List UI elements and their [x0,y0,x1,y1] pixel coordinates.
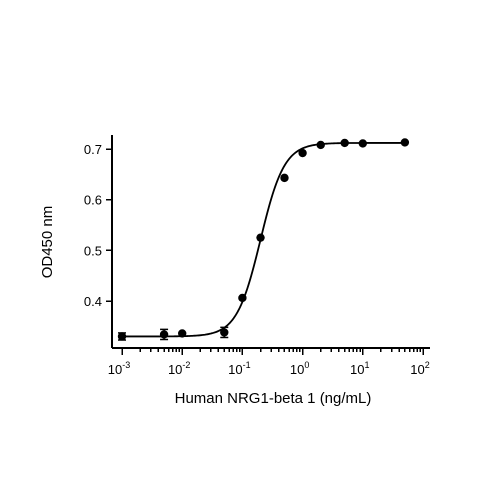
y-tick-label: 0.7 [84,142,102,157]
x-tick-label: 102 [410,360,429,377]
data-point [159,330,169,339]
data-point [256,233,265,242]
y-tick-label: 0.5 [84,243,102,258]
y-axis-title: OD450 nm [39,206,56,279]
x-tick-label: 100 [290,360,309,377]
data-point [178,329,187,338]
data-point [298,148,307,158]
data-point [220,328,229,337]
x-tick-label: 10-3 [108,360,130,377]
data-point [358,139,367,148]
fit-curve [122,142,405,338]
data-point [400,138,410,147]
axes [111,135,430,349]
y-tick-label: 0.6 [84,193,102,208]
data-point [117,332,127,341]
x-tick-label: 10-1 [228,360,250,377]
data-point [280,173,289,183]
data-point [340,138,349,148]
data-point [238,293,247,303]
x-tick-label: 101 [350,360,369,377]
x-axis-title: Human NRG1-beta 1 (ng/mL) [175,390,372,407]
ticks: 0.4 0.5 0.6 0.7 10-3 10-2 10-1 100 101 102 [84,142,430,377]
y-tick-label: 0.4 [84,294,102,309]
data-points [117,138,410,341]
fit-curve-group [122,142,405,338]
data-point [316,140,325,150]
x-tick-label: 10-2 [168,360,190,377]
